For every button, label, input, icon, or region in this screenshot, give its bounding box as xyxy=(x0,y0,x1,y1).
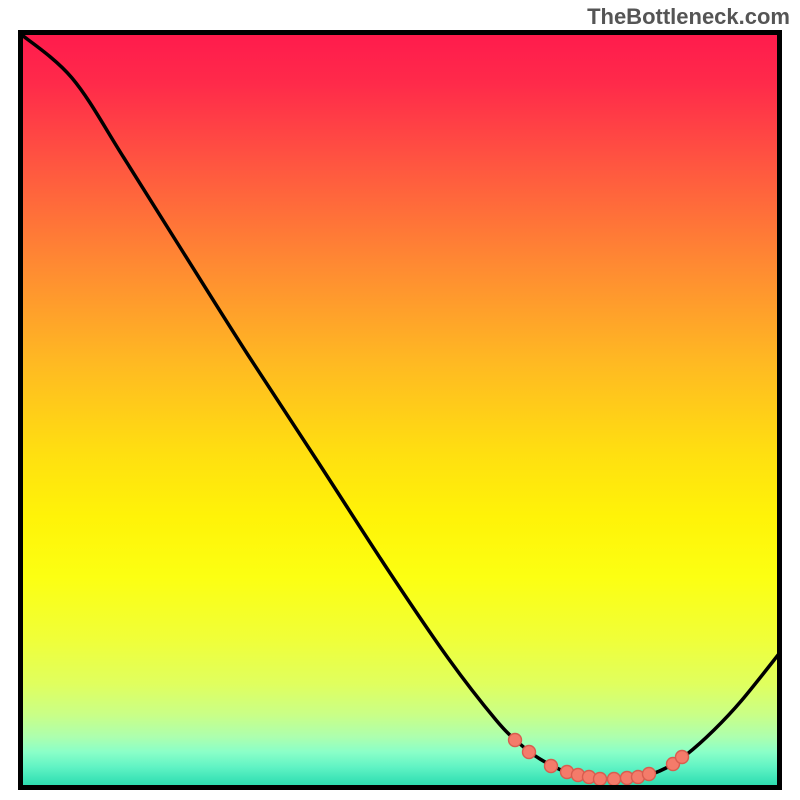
chart-container: TheBottleneck.com xyxy=(0,0,800,800)
watermark-text: TheBottleneck.com xyxy=(587,4,790,30)
marker-point xyxy=(594,773,607,786)
marker-point xyxy=(545,760,558,773)
plot-area xyxy=(18,30,782,790)
curve-layer xyxy=(18,30,782,790)
bottleneck-curve xyxy=(18,32,782,779)
marker-point xyxy=(676,751,689,764)
marker-point xyxy=(608,773,621,786)
marker-point xyxy=(643,768,656,781)
marker-point xyxy=(523,746,536,759)
marker-point xyxy=(509,734,522,747)
